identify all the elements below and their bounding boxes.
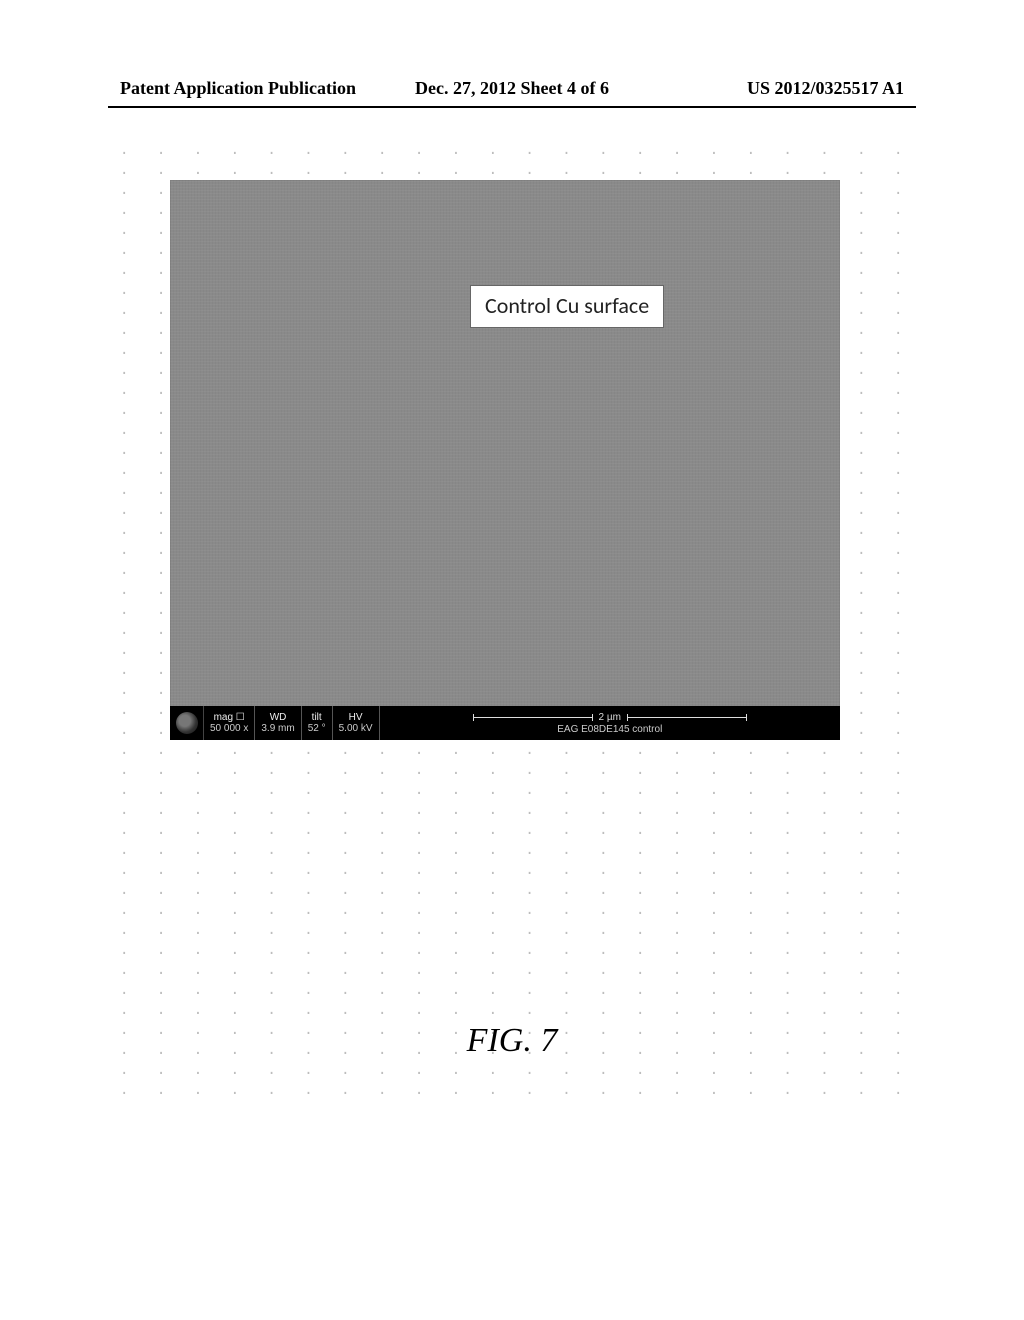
header-right: US 2012/0325517 A1 xyxy=(747,78,904,99)
sem-scale-row: 2 µm xyxy=(390,712,830,723)
sem-cell-key: HV xyxy=(339,712,373,723)
header-left: Patent Application Publication xyxy=(120,78,356,99)
halftone-row: . . . . . . . . . . . . . . . . . . . . … xyxy=(120,1060,904,1080)
instrument-logo-icon xyxy=(170,706,204,740)
sem-scale-label: 2 µm xyxy=(599,712,621,723)
sem-cell-key: mag ☐ xyxy=(210,712,248,723)
sem-databar-cell: tilt52 ° xyxy=(302,706,333,740)
figure-area: . . . . . . . . . . . . . . . . . . . . … xyxy=(120,140,904,1100)
sem-databar-cell: mag ☐50 000 x xyxy=(204,706,255,740)
patent-page: Patent Application Publication Dec. 27, … xyxy=(0,0,1024,1320)
sem-cell-value: 52 ° xyxy=(308,723,326,734)
sem-scale-line-left xyxy=(473,717,593,718)
halftone-row: . . . . . . . . . . . . . . . . . . . . … xyxy=(120,1080,904,1100)
sem-databar-cell: WD3.9 mm xyxy=(255,706,301,740)
sem-cell-value: 5.00 kV xyxy=(339,723,373,734)
sem-cell-key: WD xyxy=(261,712,294,723)
figure-caption: FIG. 7 xyxy=(120,1022,904,1060)
sem-micrograph: Control Cu surface mag ☐50 000 xWD3.9 mm… xyxy=(170,180,840,740)
header-rule xyxy=(108,106,916,108)
halftone-row: . . . . . . . . . . . . . . . . . . . . … xyxy=(120,1000,904,1020)
halftone-row: . . . . . . . . . . . . . . . . . . . . … xyxy=(120,740,904,760)
halftone-row: . . . . . . . . . . . . . . . . . . . . … xyxy=(120,160,904,180)
halftone-row: . . . . . . . . . . . . . . . . . . . . … xyxy=(120,800,904,820)
sem-databar: mag ☐50 000 xWD3.9 mmtilt52 °HV5.00 kV 2… xyxy=(170,706,840,740)
sem-databar-cells: mag ☐50 000 xWD3.9 mmtilt52 °HV5.00 kV xyxy=(204,706,380,740)
sem-cell-value: 3.9 mm xyxy=(261,723,294,734)
sem-cell-value: 50 000 x xyxy=(210,723,248,734)
halftone-row: . . . . . . . . . . . . . . . . . . . . … xyxy=(120,940,904,960)
halftone-row: . . . . . . . . . . . . . . . . . . . . … xyxy=(120,960,904,980)
halftone-row: . . . . . . . . . . . . . . . . . . . . … xyxy=(120,900,904,920)
halftone-row: . . . . . . . . . . . . . . . . . . . . … xyxy=(120,140,904,160)
halftone-row: . . . . . . . . . . . . . . . . . . . . … xyxy=(120,860,904,880)
halftone-row: . . . . . . . . . . . . . . . . . . . . … xyxy=(120,880,904,900)
halftone-row: . . . . . . . . . . . . . . . . . . . . … xyxy=(120,920,904,940)
sem-cell-key: tilt xyxy=(308,712,326,723)
halftone-row: . . . . . . . . . . . . . . . . . . . . … xyxy=(120,820,904,840)
sem-scale-line-right xyxy=(627,717,747,718)
halftone-row: . . . . . . . . . . . . . . . . . . . . … xyxy=(120,840,904,860)
halftone-row: . . . . . . . . . . . . . . . . . . . . … xyxy=(120,760,904,780)
page-header: Patent Application Publication Dec. 27, … xyxy=(120,78,904,99)
sem-databar-cell: HV5.00 kV xyxy=(333,706,380,740)
instrument-logo-inner xyxy=(176,712,198,734)
sem-sample-id: EAG E08DE145 control xyxy=(557,724,662,735)
halftone-row: . . . . . . . . . . . . . . . . . . . . … xyxy=(120,980,904,1000)
sem-scale: 2 µm EAG E08DE145 control xyxy=(380,706,840,740)
halftone-row: . . . . . . . . . . . . . . . . . . . . … xyxy=(120,780,904,800)
sem-annotation-label: Control Cu surface xyxy=(470,285,664,328)
